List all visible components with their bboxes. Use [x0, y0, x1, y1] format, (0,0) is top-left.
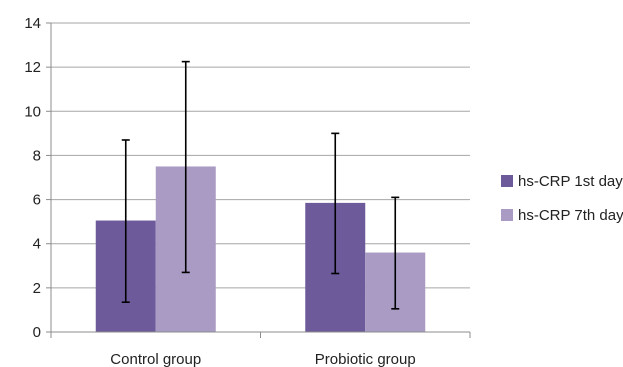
axes — [50, 23, 471, 338]
bars — [95, 166, 426, 332]
legend-label: hs-CRP 7th day — [518, 207, 623, 224]
legend: hs-CRP 1st day hs-CRP 7th day — [501, 173, 623, 224]
legend-swatch — [501, 175, 513, 187]
x-axis-categories: Control group Probiotic group — [110, 351, 415, 367]
y-tick-label: 0 — [33, 324, 41, 341]
legend-label: hs-CRP 1st day — [518, 173, 623, 190]
y-tick-label: 14 — [24, 15, 41, 32]
y-tick-label: 6 — [33, 192, 41, 209]
y-tick-label: 8 — [33, 147, 41, 164]
error-bars — [121, 60, 400, 310]
y-tick-label: 2 — [33, 280, 41, 297]
legend-swatch — [501, 209, 513, 221]
x-category-label: Probiotic group — [315, 351, 416, 367]
y-tick-label: 10 — [24, 103, 41, 120]
y-tick-label: 4 — [33, 236, 41, 253]
y-axis-ticks: 0 2 4 6 8 10 12 14 — [24, 15, 51, 341]
y-tick-label: 12 — [24, 59, 41, 76]
x-category-label: Control group — [110, 351, 201, 367]
